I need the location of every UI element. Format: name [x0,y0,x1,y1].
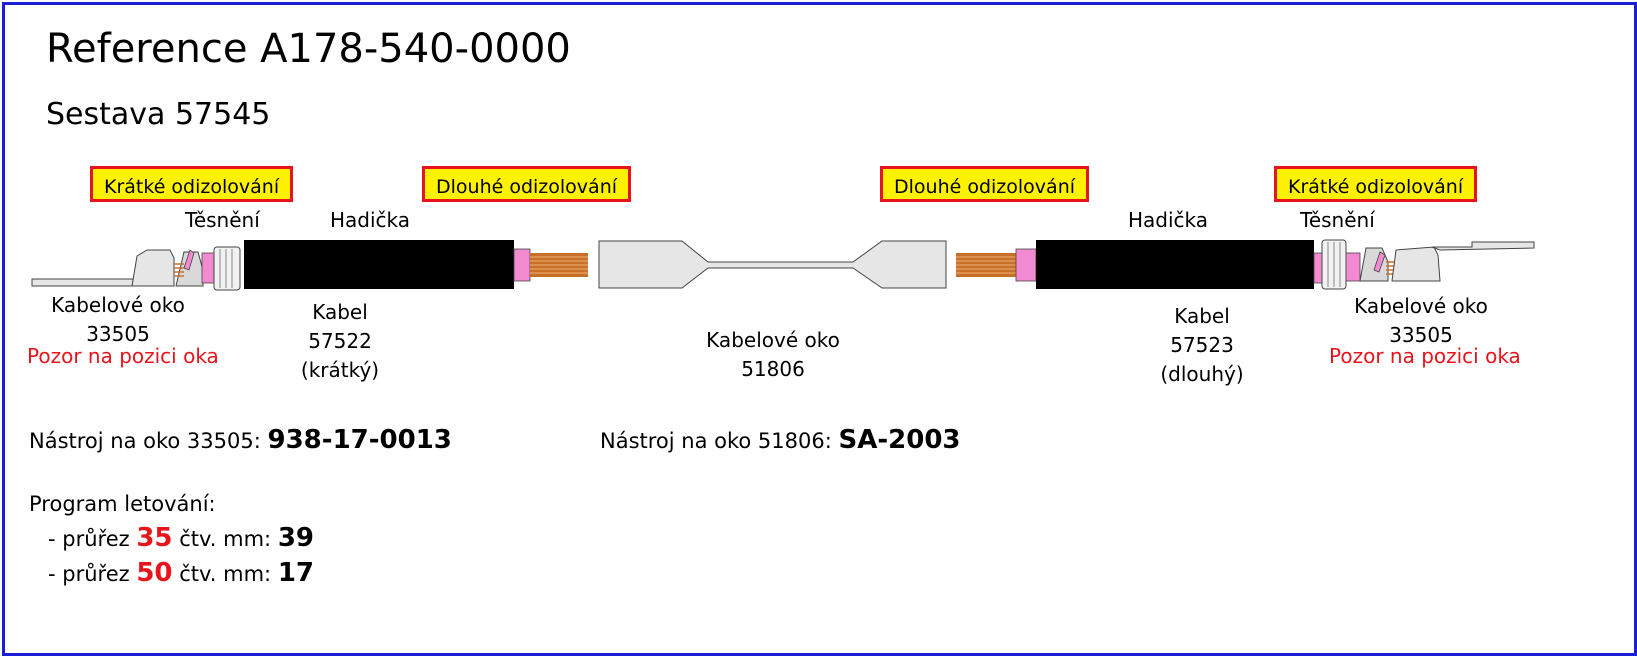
right-lug-33505-shape [1345,241,1535,282]
program-row-unit: čtv. mm: [179,527,272,551]
right-lug-label: Kabelové oko 33505 [1343,292,1499,350]
tag-left-short-strip: Krátké odizolování [90,166,294,202]
center-lug-code: 51806 [741,357,805,381]
right-cable-label: Kabel 57523 (dlouhý) [1152,302,1252,389]
program-row-section: 35 [136,523,173,553]
right-lug-code: 33505 [1389,323,1453,347]
left-tube-label: Hadička [330,208,411,232]
left-lug-name: Kabelové oko [51,293,185,317]
right-cable-name: Kabel [1174,304,1230,328]
right-lug-warning: Pozor na pozici oka [1329,344,1521,368]
program-row: - průřez 35 čtv. mm: 39 [48,523,314,553]
program-row: - průřez 50 čtv. mm: 17 [48,558,314,588]
program-row-value: 39 [277,523,315,553]
center-lug-label: Kabelové oko 51806 [695,326,851,384]
tag-left-long-strip: Dlouhé odizolování [422,166,632,202]
program-row-section: 50 [136,558,173,588]
right-seal-label: Těsnění [1300,208,1375,232]
program-title: Program letování: [29,492,216,516]
page-subtitle: Sestava 57545 [46,97,271,132]
left-cable-code: 57522 [308,329,372,353]
right-cable-code: 57523 [1170,333,1234,357]
left-cable-label: Kabel 57522 (krátký) [290,298,390,385]
left-seal-shape [213,246,241,291]
right-seal-shape [1313,239,1347,290]
left-seal-label: Těsnění [185,208,260,232]
left-lug-code: 33505 [86,322,150,346]
program-row-value: 17 [277,558,315,588]
right-lug-name: Kabelové oko [1354,294,1488,318]
program-row-prefix: - průřez [48,562,130,586]
tag-right-short-strip: Krátké odizolování [1274,166,1478,202]
right-tube-label: Hadička [1128,208,1209,232]
tool-33505-label: Nástroj na oko 33505: [29,429,261,453]
left-lug-33505-shape [31,249,215,287]
tool-line-51806: Nástroj na oko 51806: SA-2003 [600,425,961,455]
left-lug-label: Kabelové oko 33505 [40,291,196,349]
left-cable-57522-shape [244,240,588,289]
center-lug-name: Kabelové oko [706,328,840,352]
tool-51806-label: Nástroj na oko 51806: [600,429,832,453]
left-lug-warning: Pozor na pozici oka [27,344,219,368]
program-row-prefix: - průřez [48,527,130,551]
page-title: Reference A178-540-0000 [46,26,571,72]
tool-51806-value: SA-2003 [838,425,961,455]
right-cable-note: (dlouhý) [1160,362,1244,386]
right-cable-57523-shape [956,240,1314,289]
tool-line-33505: Nástroj na oko 33505: 938-17-0013 [29,425,452,455]
tool-33505-value: 938-17-0013 [267,425,452,455]
center-lug-51806-shape [598,240,947,289]
left-cable-note: (krátký) [300,358,380,382]
program-row-unit: čtv. mm: [179,562,272,586]
left-cable-name: Kabel [312,300,368,324]
tag-right-long-strip: Dlouhé odizolování [880,166,1090,202]
